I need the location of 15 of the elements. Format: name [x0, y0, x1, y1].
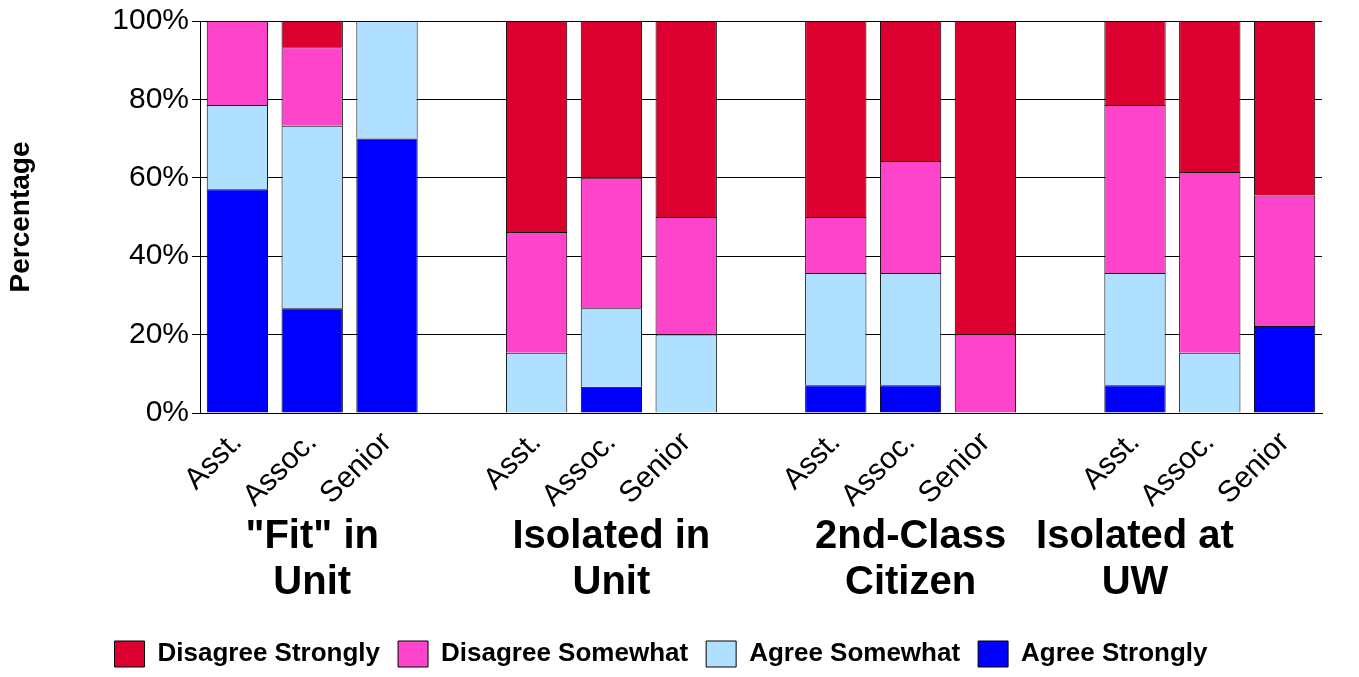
- legend-label: Agree Somewhat: [749, 637, 961, 668]
- y-tick-label: 20%: [128, 315, 189, 349]
- legend-label: Disagree Somewhat: [441, 637, 689, 668]
- y-tick-label: 80%: [128, 80, 189, 114]
- text: 2nd-Class Citizen: [815, 512, 1007, 603]
- y-tick-label: 60%: [128, 159, 189, 193]
- y-tick-label: 40%: [128, 237, 189, 271]
- legend-label: Disagree Strongly: [157, 637, 381, 668]
- text: Isolated in Unit: [512, 512, 711, 603]
- y-axis-title: Percentage: [3, 141, 35, 293]
- y-tick-label: 0%: [145, 394, 189, 428]
- legend-label: Agree Strongly: [1021, 637, 1208, 668]
- text: "Fit" in Unit: [245, 512, 379, 603]
- text: Isolated at UW: [1036, 512, 1234, 603]
- y-tick-label: 100%: [112, 2, 189, 36]
